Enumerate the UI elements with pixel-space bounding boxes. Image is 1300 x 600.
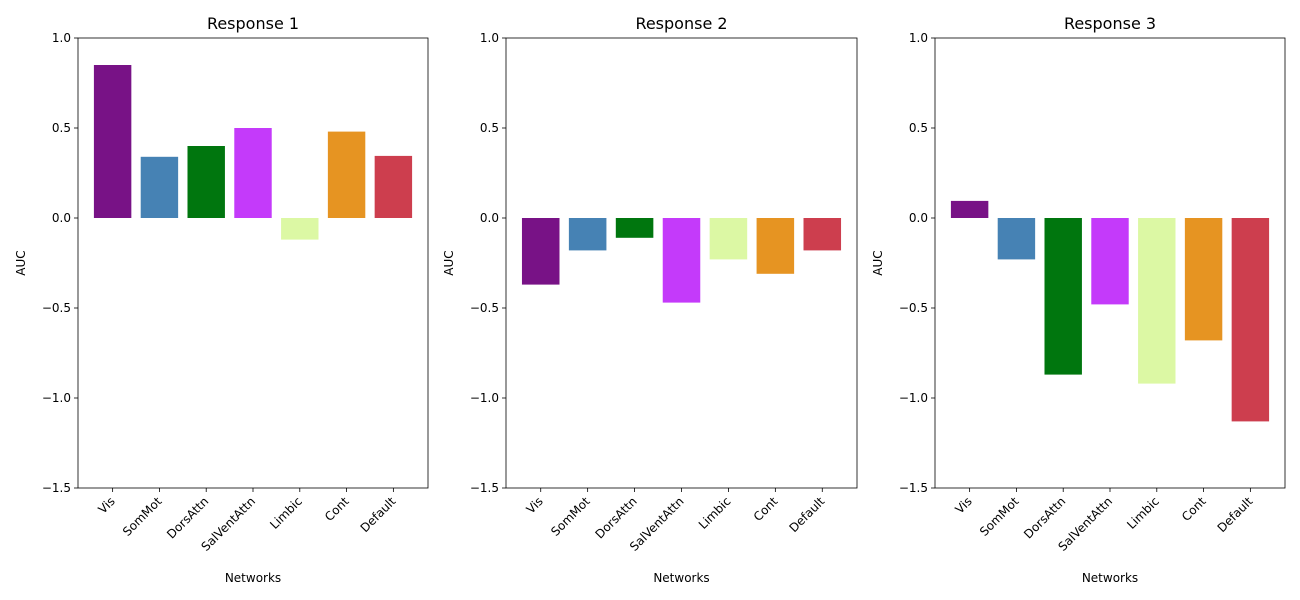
bar-default <box>374 155 413 218</box>
bar-cont <box>327 131 366 218</box>
y-tick-label: 0.5 <box>52 121 71 135</box>
y-tick-label: −0.5 <box>42 301 71 315</box>
x-tick-label: DorsAttn <box>1021 494 1068 541</box>
x-tick-label: Limbic <box>267 494 305 532</box>
y-tick-label: −1.0 <box>42 391 71 405</box>
x-tick-label: DorsAttn <box>592 494 639 541</box>
x-axis-label: Networks <box>1082 571 1138 585</box>
x-axis-label: Networks <box>225 571 281 585</box>
x-axis-label: Networks <box>653 571 709 585</box>
y-tick-label: −1.5 <box>470 481 499 495</box>
y-tick-label: 0.0 <box>909 211 928 225</box>
x-tick-label: Limbic <box>1124 494 1162 532</box>
x-tick-label: SomMot <box>977 494 1022 539</box>
y-tick-label: −1.0 <box>470 391 499 405</box>
y-tick-label: −1.5 <box>899 481 928 495</box>
y-tick-label: 0.5 <box>480 121 499 135</box>
x-tick-label: Vis <box>952 494 974 516</box>
bar-sommot <box>568 218 607 251</box>
x-tick-label: Limbic <box>696 494 734 532</box>
x-tick-label: Cont <box>322 494 352 524</box>
axes-frame <box>505 37 858 489</box>
axes-frame <box>934 37 1286 489</box>
x-tick-label: Vis <box>524 494 546 516</box>
bar-vis <box>93 65 132 218</box>
bar-sommot <box>997 218 1036 260</box>
x-tick-label: Cont <box>1179 494 1209 524</box>
bar-dorsattn <box>615 218 654 238</box>
bar-sommot <box>140 156 179 218</box>
bar-dorsattn <box>187 146 225 218</box>
bar-salventattn <box>234 128 272 218</box>
subplot-title: Response 2 <box>635 14 727 33</box>
x-tick-label: Cont <box>751 494 781 524</box>
y-tick-label: −1.5 <box>42 481 71 495</box>
x-tick-label: Default <box>1215 494 1256 535</box>
y-tick-label: 1.0 <box>909 31 928 45</box>
x-tick-label: SomMot <box>548 494 593 539</box>
bar-limbic <box>709 218 748 260</box>
bar-default <box>803 218 842 251</box>
bar-limbic <box>1138 218 1176 384</box>
subplot-title: Response 3 <box>1064 14 1156 33</box>
y-tick-label: −1.0 <box>899 391 928 405</box>
bar-vis <box>521 218 560 285</box>
bar-cont <box>756 218 795 274</box>
y-tick-label: −0.5 <box>470 301 499 315</box>
y-tick-label: 1.0 <box>480 31 499 45</box>
bar-salventattn <box>662 218 701 303</box>
y-tick-label: 0.0 <box>480 211 499 225</box>
x-tick-label: Default <box>786 494 827 535</box>
bar-default <box>1231 218 1270 422</box>
y-tick-label: 1.0 <box>52 31 71 45</box>
bar-limbic <box>281 218 319 240</box>
bar-vis <box>950 200 989 218</box>
y-tick-label: 0.5 <box>909 121 928 135</box>
y-axis-label: AUC <box>442 250 456 275</box>
x-tick-label: DorsAttn <box>164 494 211 541</box>
subplot-title: Response 1 <box>207 14 299 33</box>
x-tick-label: SomMot <box>120 494 165 539</box>
x-tick-label: Default <box>358 494 399 535</box>
bar-salventattn <box>1091 218 1129 305</box>
y-axis-label: AUC <box>14 250 28 275</box>
y-axis-label: AUC <box>871 250 885 275</box>
y-tick-label: 0.0 <box>52 211 71 225</box>
bar-cont <box>1184 218 1223 341</box>
axes-frame <box>77 37 429 489</box>
bar-dorsattn <box>1044 218 1082 375</box>
x-tick-label: Vis <box>95 494 117 516</box>
y-tick-label: −0.5 <box>899 301 928 315</box>
